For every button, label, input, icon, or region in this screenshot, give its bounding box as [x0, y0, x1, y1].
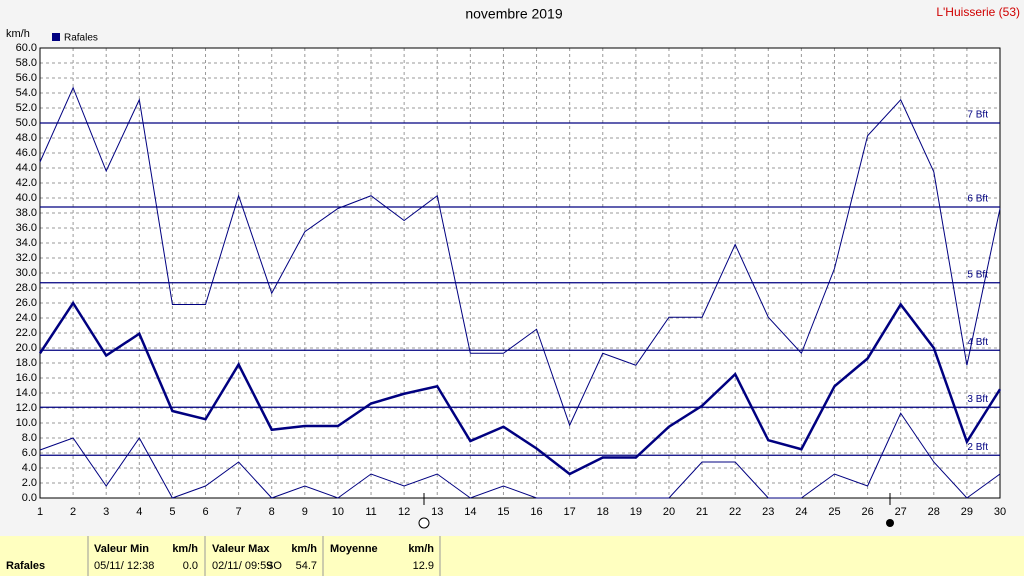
footer-direction: SO	[266, 560, 282, 572]
footer-date: 05/11/ 12:38	[94, 560, 154, 572]
footer-header: Valeur Min	[94, 543, 149, 555]
x-tick-label: 9	[302, 506, 308, 518]
footer-value: 12.9	[413, 560, 434, 572]
x-tick-label: 18	[597, 506, 609, 518]
y-tick-label: 50.0	[16, 117, 37, 129]
footer-value: 0.0	[183, 560, 198, 572]
series-line	[38, 300, 1002, 476]
x-tick-label: 27	[895, 506, 907, 518]
y-tick-label: 6.0	[22, 447, 37, 459]
x-tick-label: 25	[828, 506, 840, 518]
y-axis-label: km/h	[6, 28, 30, 40]
x-tick-label: 3	[103, 506, 109, 518]
x-tick-label: 14	[464, 506, 476, 518]
x-tick-label: 12	[398, 506, 410, 518]
y-tick-label: 12.0	[16, 402, 37, 414]
y-tick-label: 20.0	[16, 342, 37, 354]
x-tick-label: 24	[795, 506, 807, 518]
y-tick-label: 2.0	[22, 477, 37, 489]
x-tick-label: 13	[431, 506, 443, 518]
y-tick-label: 24.0	[16, 312, 37, 324]
x-tick-label: 6	[202, 506, 208, 518]
location: L'Huisserie (53)	[936, 5, 1020, 19]
beaufort-label: 4 Bft	[967, 337, 988, 348]
footer-header: Valeur Max	[212, 543, 270, 555]
footer-unit: km/h	[172, 543, 198, 555]
x-tick-label: 21	[696, 506, 708, 518]
footer-date: 02/11/ 09:59	[212, 560, 272, 572]
footer-header: Moyenne	[330, 543, 378, 555]
plot-border	[39, 47, 1001, 499]
y-tick-label: 36.0	[16, 222, 37, 234]
x-tick-label: 26	[861, 506, 873, 518]
y-tick-label: 8.0	[22, 432, 37, 444]
y-tick-label: 56.0	[16, 72, 37, 84]
y-tick-label: 10.0	[16, 417, 37, 429]
x-tick-label: 22	[729, 506, 741, 518]
x-tick-label: 30	[994, 506, 1006, 518]
new-moon	[886, 519, 894, 527]
y-tick-label: 22.0	[16, 327, 37, 339]
y-tick-label: 0.0	[22, 492, 37, 504]
y-tick-label: 46.0	[16, 147, 37, 159]
beaufort-label: 6 Bft	[967, 194, 988, 205]
x-tick-label: 10	[332, 506, 344, 518]
x-tick-label: 20	[663, 506, 675, 518]
footer	[0, 536, 1024, 576]
x-tick-label: 17	[564, 506, 576, 518]
beaufort-label: 7 Bft	[967, 110, 988, 121]
footer-unit: km/h	[408, 543, 434, 555]
y-tick-label: 14.0	[16, 387, 37, 399]
x-tick-label: 1	[37, 506, 43, 518]
footer-unit: km/h	[291, 543, 317, 555]
series-line	[39, 86, 1001, 427]
chart-title: novembre 2019	[465, 6, 563, 22]
x-tick-label: 16	[530, 506, 542, 518]
y-tick-label: 16.0	[16, 372, 37, 384]
x-tick-label: 7	[236, 506, 242, 518]
y-tick-label: 34.0	[16, 237, 37, 249]
beaufort-label: 2 Bft	[967, 442, 988, 453]
y-tick-label: 58.0	[16, 57, 37, 69]
x-tick-label: 28	[928, 506, 940, 518]
x-tick-label: 11	[365, 506, 376, 518]
x-tick-label: 8	[269, 506, 275, 518]
y-tick-label: 48.0	[16, 132, 37, 144]
y-tick-label: 26.0	[16, 297, 37, 309]
y-tick-label: 40.0	[16, 192, 37, 204]
y-tick-label: 44.0	[16, 162, 37, 174]
y-tick-label: 30.0	[16, 267, 37, 279]
series-line	[39, 412, 1001, 499]
x-tick-label: 5	[169, 506, 175, 518]
y-tick-label: 18.0	[16, 357, 37, 369]
legend-swatch	[52, 33, 60, 41]
y-tick-label: 60.0	[16, 42, 37, 54]
x-tick-label: 19	[630, 506, 642, 518]
y-tick-label: 54.0	[16, 87, 37, 99]
y-tick-label: 4.0	[22, 462, 37, 474]
x-tick-label: 4	[136, 506, 142, 518]
x-tick-label: 2	[70, 506, 76, 518]
x-tick-label: 29	[961, 506, 973, 518]
full-moon	[418, 517, 430, 529]
footer-row-label: Rafales	[6, 560, 45, 572]
y-tick-label: 32.0	[16, 252, 37, 264]
y-tick-label: 28.0	[16, 282, 37, 294]
y-tick-label: 38.0	[16, 207, 37, 219]
y-tick-label: 52.0	[16, 102, 37, 114]
x-tick-label: 23	[762, 506, 774, 518]
x-tick-label: 15	[497, 506, 509, 518]
y-tick-label: 42.0	[16, 177, 37, 189]
footer-value: 54.7	[296, 560, 317, 572]
beaufort-label: 5 Bft	[967, 269, 988, 280]
legend-label: Rafales	[64, 33, 98, 44]
beaufort-label: 3 Bft	[967, 394, 988, 405]
